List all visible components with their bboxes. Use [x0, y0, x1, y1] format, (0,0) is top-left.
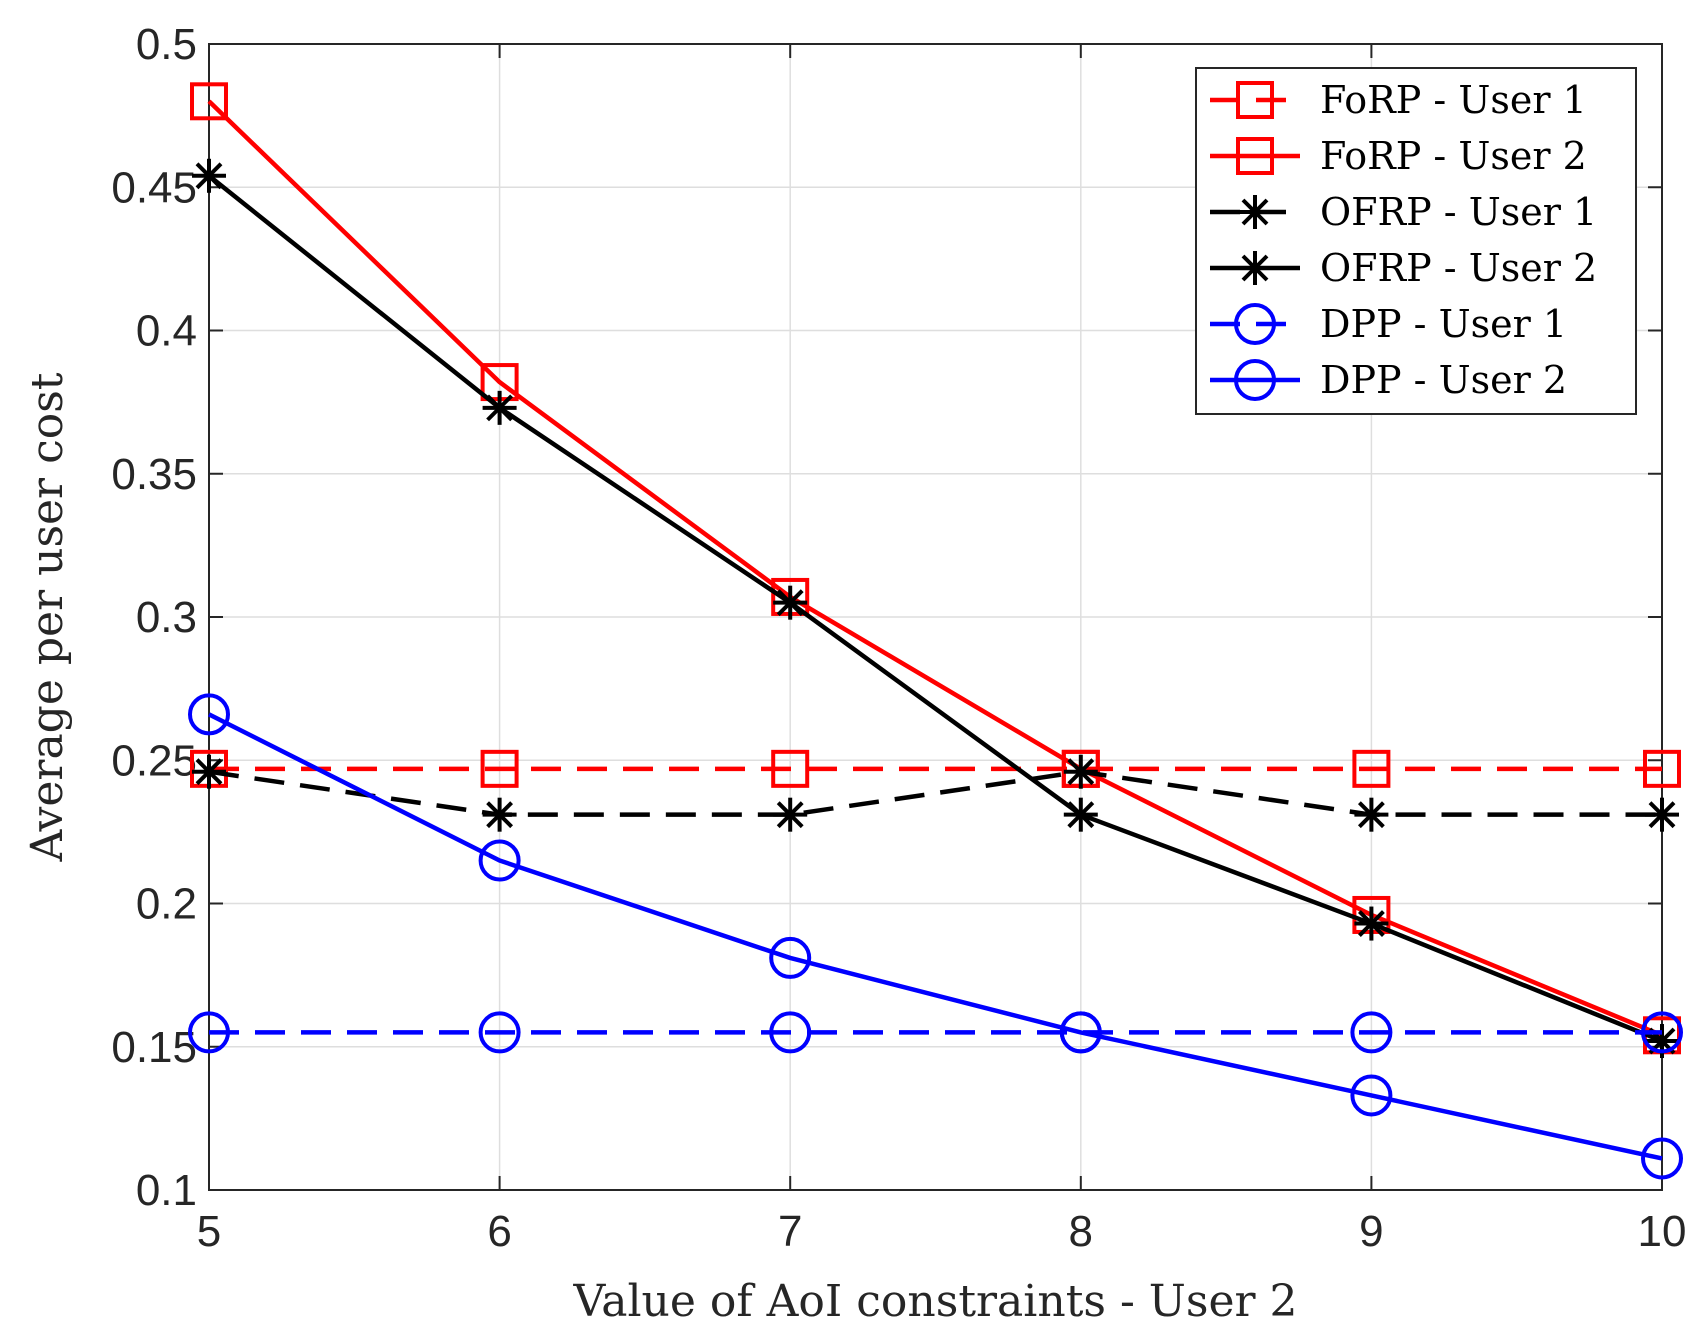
data-point — [188, 693, 230, 736]
y-tick-label: 0.35 — [111, 450, 197, 499]
x-axis-ticks: 5 6 7 8 9 10 — [197, 1207, 1687, 1256]
legend-item: OFRP - User 2 — [1210, 246, 1597, 290]
data-point — [1354, 797, 1389, 832]
data-point — [482, 797, 517, 832]
y-axis-label: Average per user cost — [22, 372, 73, 862]
data-point — [192, 754, 226, 789]
data-point — [482, 390, 517, 425]
series-forp-user-1 — [190, 749, 1681, 788]
data-point — [1645, 797, 1679, 832]
legend-label: OFRP - User 1 — [1320, 190, 1597, 234]
x-tick-label: 9 — [1359, 1207, 1383, 1256]
legend-label: FoRP - User 1 — [1320, 78, 1587, 122]
legend: FoRP - User 1 FoRP - User 2 OFRP - User 1 O… — [1195, 67, 1637, 415]
legend-marker — [1236, 137, 1274, 175]
data-point — [769, 1011, 812, 1054]
data-point — [478, 1011, 521, 1054]
legend-marker — [1238, 195, 1272, 229]
series-line-ofrp-user-2 — [207, 174, 1663, 1044]
data-point — [188, 1011, 230, 1054]
x-tick-label: 5 — [197, 1207, 221, 1256]
legend-label: DPP - User 1 — [1320, 302, 1567, 346]
legend-item: DPP - User 1 — [1210, 302, 1567, 346]
x-tick-label: 8 — [1069, 1207, 1093, 1256]
data-point — [1063, 754, 1098, 789]
y-tick-label: 0.45 — [111, 163, 197, 212]
data-point — [1352, 749, 1391, 788]
y-tick-label: 0.2 — [136, 880, 197, 929]
data-point — [478, 839, 521, 882]
series-line-forp-user-2 — [207, 99, 1663, 1038]
data-point — [771, 749, 810, 788]
legend-box — [1195, 67, 1637, 415]
data-point — [1641, 1011, 1683, 1054]
series-line-dpp-user-2 — [207, 712, 1663, 1161]
data-point — [1354, 906, 1389, 941]
series-line-ofrp-user-1 — [208, 769, 1662, 817]
data-point — [480, 749, 519, 788]
legend-marker — [1238, 251, 1272, 285]
legend-item: DPP - User 2 — [1210, 358, 1567, 402]
legend-marker — [1234, 359, 1276, 401]
data-point — [190, 82, 228, 121]
x-axis-label: Value of AoI constraints - User 2 — [572, 1276, 1297, 1327]
series-dpp-user-1 — [188, 1011, 1683, 1054]
y-tick-label: 0.15 — [111, 1023, 197, 1072]
legend-item: FoRP - User 1 — [1210, 78, 1587, 122]
data-point — [192, 158, 226, 193]
series-dpp-user-2 — [188, 693, 1683, 1180]
tick-marks — [208, 43, 1663, 1191]
y-tick-label: 0.5 — [136, 20, 197, 69]
legend-label: FoRP - User 2 — [1320, 134, 1587, 178]
data-point — [1641, 1137, 1683, 1180]
data-point — [1063, 797, 1098, 832]
legend-marker — [1234, 303, 1276, 345]
y-axis-ticks: 0.1 0.15 0.2 0.25 0.3 0.35 0.4 0.45 0.5 — [111, 20, 197, 1215]
data-point — [1350, 1011, 1393, 1054]
data-point — [1350, 1074, 1393, 1117]
data-point — [773, 585, 808, 620]
legend-marker — [1236, 81, 1274, 119]
series-ofrp-user-1 — [192, 754, 1679, 832]
series-ofrp-user-2 — [192, 158, 1679, 1059]
data-point — [1059, 1011, 1102, 1054]
y-tick-label: 0.4 — [136, 307, 197, 356]
data-point — [773, 797, 808, 832]
x-tick-label: 6 — [487, 1207, 511, 1256]
y-tick-label: 0.1 — [136, 1166, 197, 1215]
y-tick-label: 0.3 — [136, 593, 197, 642]
legend-label: OFRP - User 2 — [1320, 246, 1597, 290]
legend-item: OFRP - User 1 — [1210, 190, 1597, 234]
legend-label: DPP - User 2 — [1320, 358, 1567, 402]
y-tick-label: 0.25 — [111, 736, 197, 785]
data-point — [1643, 749, 1681, 788]
legend-item: FoRP - User 2 — [1210, 134, 1587, 178]
data-point — [769, 936, 812, 979]
x-tick-label: 10 — [1638, 1207, 1687, 1256]
series-layer — [188, 82, 1683, 1180]
x-tick-label: 7 — [778, 1207, 802, 1256]
